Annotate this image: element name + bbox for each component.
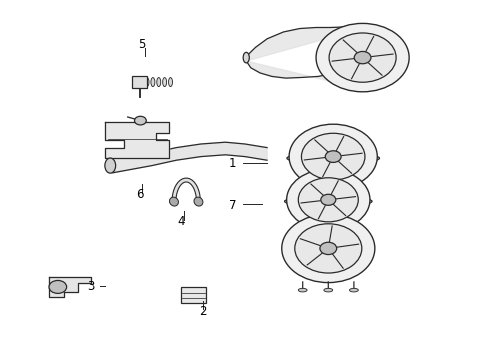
- Ellipse shape: [151, 77, 155, 86]
- Ellipse shape: [285, 196, 372, 207]
- Circle shape: [329, 33, 396, 82]
- Polygon shape: [246, 27, 363, 89]
- Circle shape: [289, 124, 377, 189]
- Text: 4: 4: [177, 215, 185, 228]
- Circle shape: [321, 194, 336, 205]
- Circle shape: [301, 133, 365, 180]
- Ellipse shape: [324, 288, 333, 292]
- Ellipse shape: [157, 77, 161, 86]
- Text: 2: 2: [199, 305, 207, 318]
- Ellipse shape: [163, 77, 167, 86]
- Circle shape: [316, 23, 409, 92]
- FancyBboxPatch shape: [181, 287, 206, 303]
- Ellipse shape: [243, 52, 249, 63]
- Ellipse shape: [349, 288, 358, 292]
- Text: 5: 5: [138, 39, 146, 51]
- Text: 6: 6: [136, 188, 144, 201]
- Circle shape: [354, 51, 371, 64]
- Circle shape: [282, 214, 375, 283]
- Text: 3: 3: [87, 280, 95, 293]
- Ellipse shape: [287, 153, 380, 164]
- Circle shape: [295, 224, 362, 273]
- Circle shape: [325, 151, 341, 162]
- Polygon shape: [113, 142, 267, 173]
- Ellipse shape: [105, 158, 116, 173]
- Text: 1: 1: [229, 157, 237, 170]
- Text: 7: 7: [229, 199, 237, 212]
- Circle shape: [134, 116, 146, 125]
- Circle shape: [320, 242, 337, 255]
- Polygon shape: [49, 277, 91, 297]
- Circle shape: [49, 280, 67, 293]
- Ellipse shape: [194, 197, 203, 206]
- Polygon shape: [105, 122, 169, 158]
- Polygon shape: [132, 76, 147, 88]
- Ellipse shape: [170, 197, 178, 206]
- Polygon shape: [127, 117, 147, 122]
- Circle shape: [287, 169, 370, 230]
- Ellipse shape: [169, 77, 172, 86]
- Ellipse shape: [298, 288, 307, 292]
- Circle shape: [298, 178, 358, 222]
- Ellipse shape: [145, 77, 149, 86]
